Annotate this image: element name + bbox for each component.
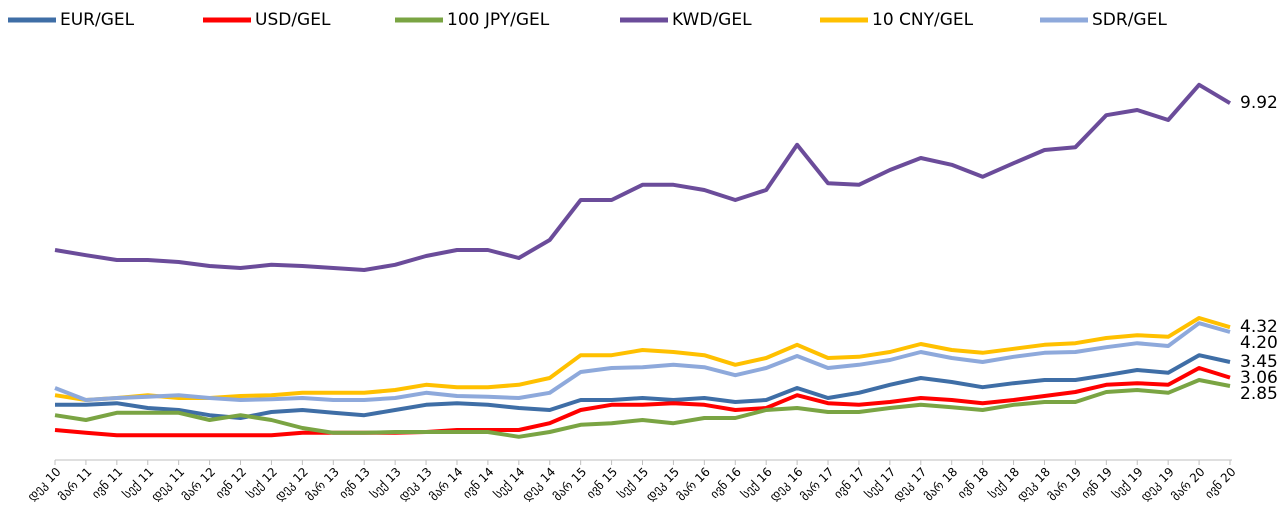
legend-label: SDR/GEL	[1092, 10, 1167, 30]
x-tick-label: ივნ 14	[460, 465, 497, 502]
x-tick-label: ივნ 16	[707, 465, 744, 502]
end-value-label: 4.32	[1240, 317, 1278, 337]
x-tick-label: ივნ 11	[89, 465, 126, 502]
series-line	[55, 353, 1231, 420]
x-tick-label: მარ 15	[550, 465, 589, 504]
x-tick-label: ივნ 18	[955, 465, 992, 502]
x-tick-label: დეკ 17	[890, 465, 929, 504]
x-tick-label: მარ 19	[1045, 465, 1084, 504]
x-tick-label: ივნ 15	[584, 465, 621, 502]
x-tick-label: მარ 18	[921, 465, 960, 504]
x-tick-label: დეკ 15	[643, 465, 682, 504]
series-line	[54, 82, 1232, 272]
legend-label: USD/GEL	[255, 10, 331, 30]
x-tick-label: ივნ 17	[831, 465, 868, 502]
end-value-label: 9.92	[1240, 93, 1278, 113]
x-tick-label: ივნ 12	[213, 465, 250, 502]
x-tick-label: ივნ 20	[1202, 465, 1239, 502]
x-tick-label: მარ 13	[303, 465, 342, 504]
x-tick-label: დეკ 10	[25, 465, 64, 504]
series-line	[54, 366, 1231, 438]
x-tick-label: მარ 14	[427, 465, 466, 504]
x-tick-label: ივნ 13	[336, 465, 373, 502]
series-line	[54, 321, 1231, 402]
series-line	[54, 378, 1231, 439]
x-tick-label: დეკ 11	[148, 465, 187, 504]
x-tick-label: მარ 20	[1169, 465, 1208, 504]
x-tick-label: მარ 12	[179, 465, 218, 504]
end-value-label: 4.20	[1240, 333, 1278, 353]
x-tick-label: დეკ 18	[1014, 465, 1053, 504]
end-value-label: 3.45	[1240, 352, 1278, 372]
x-tick-label: ივნ 19	[1078, 465, 1115, 502]
x-tick-label: დეკ 19	[1138, 465, 1177, 504]
x-tick-label: მარ 16	[674, 465, 713, 504]
legend-label: EUR/GEL	[60, 10, 135, 30]
legend-label: 10 CNY/GEL	[872, 10, 974, 30]
legend-label: KWD/GEL	[672, 10, 752, 30]
end-value-label: 2.85	[1240, 384, 1278, 404]
x-tick-label: დეკ 14	[519, 465, 558, 504]
x-tick-label: მარ 17	[798, 465, 837, 504]
x-tick-label: დეკ 13	[396, 465, 435, 504]
end-value-label: 3.06	[1240, 368, 1278, 388]
x-tick-label: დეკ 16	[767, 465, 806, 504]
legend-label: 100 JPY/GEL	[447, 10, 550, 30]
x-tick-label: დეკ 12	[272, 465, 311, 504]
x-tick-label: მარ 11	[56, 465, 95, 504]
series-line	[54, 316, 1231, 402]
